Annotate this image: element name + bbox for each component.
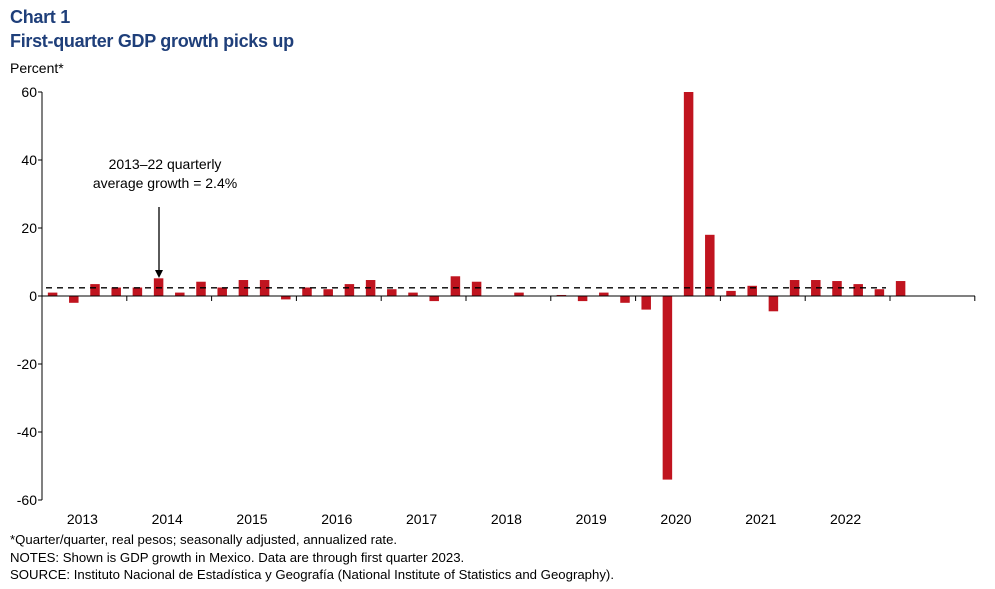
bar	[196, 281, 206, 296]
x-tick-label: 2013	[67, 511, 98, 527]
bar	[832, 281, 842, 296]
x-tick-label: 2018	[491, 511, 522, 527]
x-tick-label: 2014	[152, 511, 183, 527]
bar	[408, 292, 418, 296]
bar	[874, 289, 885, 296]
x-tick-label: 2019	[576, 511, 607, 527]
chart-notes: *Quarter/quarter, real pesos; seasonally…	[10, 531, 614, 584]
chart-number: Chart 1	[10, 7, 70, 27]
bar	[302, 287, 312, 296]
bar	[132, 287, 143, 296]
bar	[259, 280, 270, 296]
x-tick-label: 2021	[745, 511, 776, 527]
bar	[450, 276, 461, 296]
x-tick-label: 2017	[406, 511, 437, 527]
bar	[705, 234, 715, 296]
notes-text: NOTES: Shown is GDP growth in Mexico. Da…	[10, 549, 465, 565]
average-annotation-line2: average growth = 2.4%	[93, 175, 237, 191]
x-tick-label: 2022	[830, 511, 861, 527]
x-tick-label: 2015	[236, 511, 267, 527]
bar	[281, 296, 291, 300]
bar	[599, 292, 609, 296]
bar	[238, 280, 249, 296]
y-tick-label: 0	[29, 288, 37, 304]
y-tick-label: -60	[17, 492, 37, 508]
bar	[853, 284, 863, 296]
bar	[344, 284, 355, 296]
bar	[556, 294, 567, 296]
bar	[387, 289, 397, 296]
average-annotation-line1: 2013–22 quarterly	[109, 156, 222, 172]
bar	[69, 296, 79, 303]
bar-chart: 60 40 20 0 -20 -40 -60 2013 2014 2015 2016 2017 2018…	[17, 84, 976, 527]
x-tick-label: 2020	[660, 511, 691, 527]
y-axis-unit-label: Percent*	[10, 60, 64, 76]
bar	[429, 296, 439, 302]
bar	[514, 292, 524, 296]
bar	[577, 296, 588, 302]
bar	[726, 290, 736, 296]
bar	[323, 289, 333, 296]
chart-title: First-quarter GDP growth picks up	[10, 31, 294, 51]
source-text: SOURCE: Instituto Nacional de Estadístic…	[10, 567, 614, 582]
bar	[683, 92, 694, 296]
y-tick-label: -40	[17, 424, 37, 440]
bar	[217, 287, 227, 296]
x-tick-label: 2016	[321, 511, 352, 527]
y-tick-label: 60	[21, 84, 37, 100]
bar	[641, 296, 651, 310]
bar	[768, 296, 779, 312]
bar	[620, 296, 630, 303]
bar	[747, 285, 757, 296]
y-tick-label: -20	[17, 356, 37, 372]
bar	[895, 281, 906, 296]
bar	[471, 281, 482, 296]
bar	[175, 292, 185, 296]
bar	[90, 284, 100, 296]
bar	[662, 296, 673, 480]
y-tick-label: 40	[21, 152, 37, 168]
bar	[47, 292, 58, 296]
footnote: *Quarter/quarter, real pesos; seasonally…	[10, 532, 398, 547]
bar	[811, 280, 821, 296]
bar	[111, 287, 121, 296]
annotation-arrow-head	[155, 270, 163, 278]
y-tick-label: 20	[21, 220, 37, 236]
